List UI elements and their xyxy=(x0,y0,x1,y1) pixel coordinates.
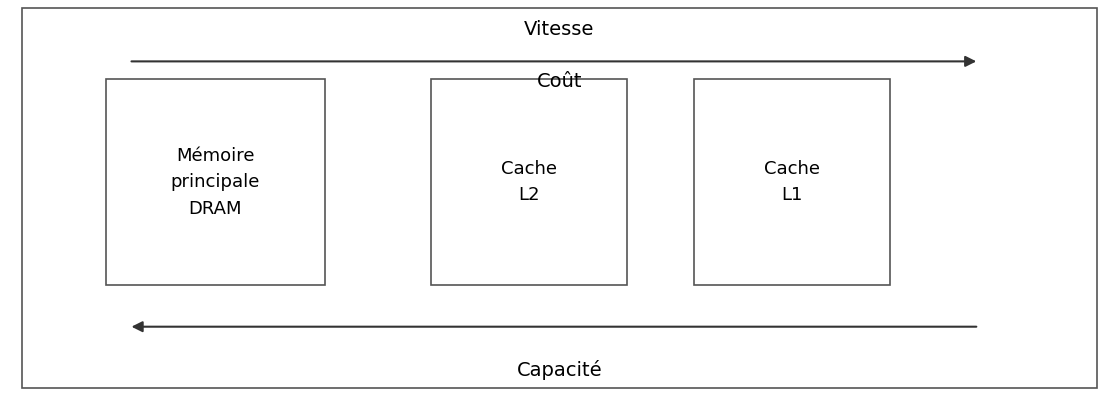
Bar xyxy=(694,79,890,285)
Bar xyxy=(431,79,627,285)
Text: Coût: Coût xyxy=(537,72,582,91)
Text: Cache
L2: Cache L2 xyxy=(500,160,557,204)
Bar xyxy=(106,79,325,285)
Text: Vitesse: Vitesse xyxy=(525,20,594,39)
Text: Mémoire
principale
DRAM: Mémoire principale DRAM xyxy=(171,147,260,217)
Text: Capacité: Capacité xyxy=(517,360,602,380)
Text: Cache
L1: Cache L1 xyxy=(763,160,820,204)
